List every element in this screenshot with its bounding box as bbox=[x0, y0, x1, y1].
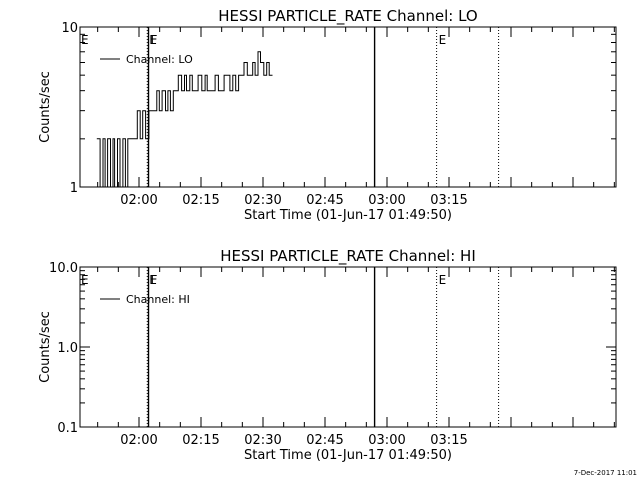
y-tick-label: 10.0 bbox=[49, 261, 78, 276]
panel-hi: HESSI PARTICLE_RATE Channel: HI 0.1 1.0 10.… bbox=[38, 247, 617, 463]
creation-timestamp: 7-Dec-2017 11:01 bbox=[573, 469, 637, 477]
y-axis-label: Counts/sec bbox=[38, 71, 53, 143]
x-tick-label: 02:45 bbox=[306, 433, 343, 448]
x-tick-label: 02:30 bbox=[244, 193, 281, 208]
x-tick-label: 03:15 bbox=[430, 433, 467, 448]
x-tick-label: 03:00 bbox=[368, 433, 405, 448]
x-tick-label: 02:00 bbox=[120, 433, 157, 448]
event-label: E bbox=[439, 273, 447, 287]
plot-frame bbox=[79, 266, 617, 428]
y-tick-label: 1.0 bbox=[57, 341, 78, 356]
x-tick-label: 02:15 bbox=[182, 193, 219, 208]
plot-frame bbox=[79, 26, 617, 188]
corner-event-label: E bbox=[81, 273, 89, 287]
legend-label: Channel: LO bbox=[126, 53, 193, 66]
x-tick-label: 02:00 bbox=[120, 193, 157, 208]
x-tick-label: 03:00 bbox=[368, 193, 405, 208]
event-label: F bbox=[151, 33, 158, 47]
y-tick-label: 0.1 bbox=[57, 421, 78, 436]
legend-label: Channel: HI bbox=[126, 293, 190, 306]
event-label: E bbox=[149, 33, 157, 47]
chart-title: HESSI PARTICLE_RATE Channel: HI bbox=[220, 247, 476, 266]
series-line bbox=[96, 51, 273, 187]
event-label: F bbox=[151, 273, 158, 287]
y-tick-label: 1 bbox=[70, 181, 78, 196]
event-label: E bbox=[439, 33, 447, 47]
corner-event-label: E bbox=[81, 33, 89, 47]
x-axis-label: Start Time (01-Jun-17 01:49:50) bbox=[244, 208, 452, 223]
x-axis-label: Start Time (01-Jun-17 01:49:50) bbox=[244, 448, 452, 463]
y-tick-label: 10 bbox=[61, 21, 78, 36]
x-tick-label: 02:30 bbox=[244, 433, 281, 448]
event-label: E bbox=[149, 273, 157, 287]
x-tick-label: 03:15 bbox=[430, 193, 467, 208]
panel-lo: HESSI PARTICLE_RATE Channel: LO 1 10 Counts… bbox=[38, 7, 617, 223]
y-axis-label: Counts/sec bbox=[38, 311, 53, 383]
x-tick-label: 02:45 bbox=[306, 193, 343, 208]
x-tick-label: 02:15 bbox=[182, 433, 219, 448]
chart-title: HESSI PARTICLE_RATE Channel: LO bbox=[218, 7, 477, 26]
